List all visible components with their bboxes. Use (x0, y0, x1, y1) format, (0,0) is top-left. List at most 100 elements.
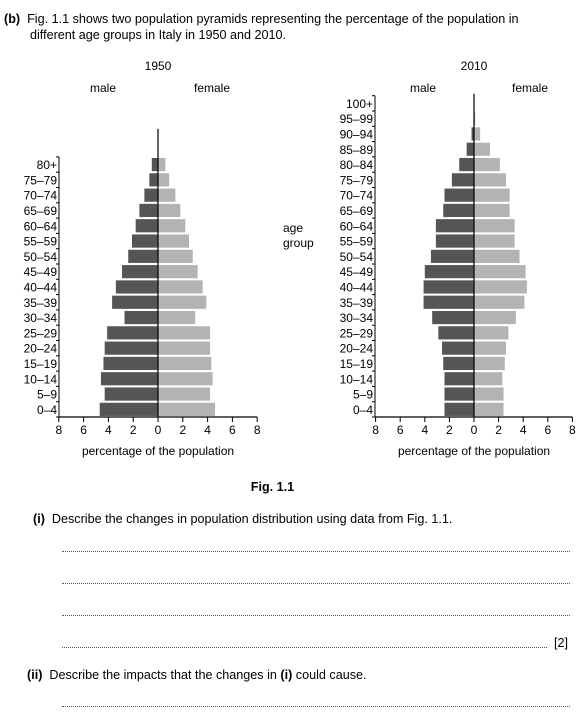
bar-female (474, 310, 516, 325)
question-intro: (b) Fig. 1.1 shows two population pyrami… (4, 12, 580, 43)
x-axis-label: percentage of the population (398, 444, 550, 458)
x-tick-label: 4 (105, 423, 112, 437)
answer-line[interactable] (62, 551, 570, 552)
bar-female (474, 387, 504, 401)
age-group-label: 25–29 (340, 326, 374, 340)
x-tick-label: 8 (254, 423, 261, 437)
bar-female (474, 326, 509, 340)
bar-male (124, 310, 158, 325)
x-tick-label: 8 (55, 423, 62, 437)
age-group-label: 15–19 (24, 357, 58, 371)
bar-female (158, 295, 207, 309)
answer-line[interactable] (62, 647, 547, 648)
age-group-label: 70–74 (24, 189, 58, 203)
part-ii-text: Describe the impacts that the changes in (49, 668, 281, 682)
age-group-label: 0–4 (353, 403, 373, 417)
x-tick-label: 0 (471, 423, 478, 437)
x-tick-label: 2 (179, 423, 186, 437)
age-group-label: 60–64 (24, 219, 58, 233)
bar-male (115, 280, 158, 294)
age-group-label: 55–59 (340, 235, 374, 249)
bar-female (474, 157, 500, 172)
bar-male (466, 142, 474, 156)
bar-male (444, 372, 474, 386)
bar-female (158, 356, 212, 371)
pyramid-2010: 2010 male female percentage of the popul… (340, 59, 576, 458)
bar-female (474, 203, 510, 218)
x-tick-label: 6 (80, 423, 87, 437)
bar-female (158, 310, 196, 325)
bar-male (435, 234, 474, 248)
x-tick-label: 6 (397, 423, 404, 437)
question-text-line1: Fig. 1.1 shows two population pyramids r… (27, 12, 519, 26)
bar-male (103, 356, 158, 371)
bar-male (131, 234, 158, 248)
bar-female (158, 265, 198, 279)
bar-male (443, 203, 474, 218)
age-group-label: 100+ (346, 97, 373, 111)
bar-male (104, 341, 158, 355)
x-tick-label: 2 (495, 423, 502, 437)
bar-female (158, 387, 211, 401)
bar-female (158, 326, 211, 340)
bar-male (100, 372, 158, 386)
bar-female (158, 188, 176, 202)
age-group-label: 60–64 (340, 219, 374, 233)
bar-female (474, 249, 520, 263)
bar-male (149, 173, 158, 187)
male-label: male (90, 81, 116, 95)
bar-male (424, 265, 474, 279)
x-tick-label: 6 (229, 423, 236, 437)
bar-male (112, 295, 158, 309)
bar-male (135, 219, 158, 233)
male-label: male (410, 81, 436, 95)
x-tick-label: 6 (544, 423, 551, 437)
bar-male (444, 188, 474, 202)
age-group-label: 55–59 (24, 235, 58, 249)
age-group-label: 80–84 (340, 158, 374, 172)
part-i-label: (i) (33, 512, 45, 526)
age-group-label: 35–39 (340, 296, 374, 310)
bar-male (432, 310, 474, 325)
age-group-label: 5–9 (353, 388, 373, 402)
x-axis-label: percentage of the population (82, 444, 234, 458)
age-group-label: 10–14 (340, 372, 374, 386)
x-tick-label: 8 (569, 423, 576, 437)
bar-male (151, 157, 158, 172)
age-group-label: 5–9 (37, 388, 57, 402)
bar-male (107, 326, 158, 340)
question-text-line2: different age groups in Italy in 1950 an… (30, 27, 287, 42)
part-i-question: (i) Describe the changes in population d… (33, 512, 452, 526)
age-group-label: 75–79 (340, 173, 374, 187)
bar-male (423, 280, 474, 294)
x-tick-label: 4 (520, 423, 527, 437)
bar-male (139, 203, 158, 218)
answer-line[interactable] (62, 583, 570, 584)
age-group-label: 15–19 (340, 357, 374, 371)
question-label: (b) (4, 12, 21, 26)
age-group-label: 0–4 (37, 403, 57, 417)
bar-female (474, 234, 515, 248)
part-ii-reference: (i) (280, 668, 293, 682)
bar-male (442, 341, 474, 355)
bar-male (99, 402, 158, 416)
age-group-label: 35–39 (24, 296, 58, 310)
answer-line[interactable] (62, 615, 570, 616)
bar-female (158, 249, 193, 263)
bar-female (474, 295, 525, 309)
age-group-label: 65–69 (340, 204, 374, 218)
bar-male (423, 295, 474, 309)
age-group-label: 85–89 (340, 143, 374, 157)
age-group-label: 20–24 (24, 342, 58, 356)
age-group-label: 75–79 (24, 173, 58, 187)
population-pyramids-figure: 1950 male female percentage of the popul… (24, 59, 576, 458)
x-tick-label: 4 (421, 423, 428, 437)
age-group-label: 95–99 (340, 112, 374, 126)
age-group-label: 50–54 (24, 250, 58, 264)
part-i-text: Describe the changes in population distr… (51, 512, 453, 526)
x-tick-label: 2 (130, 423, 137, 437)
answer-line[interactable] (62, 706, 570, 707)
x-tick-label: 8 (372, 423, 379, 437)
age-group-label: 50–54 (340, 250, 374, 264)
age-group-label: 40–44 (340, 280, 374, 294)
